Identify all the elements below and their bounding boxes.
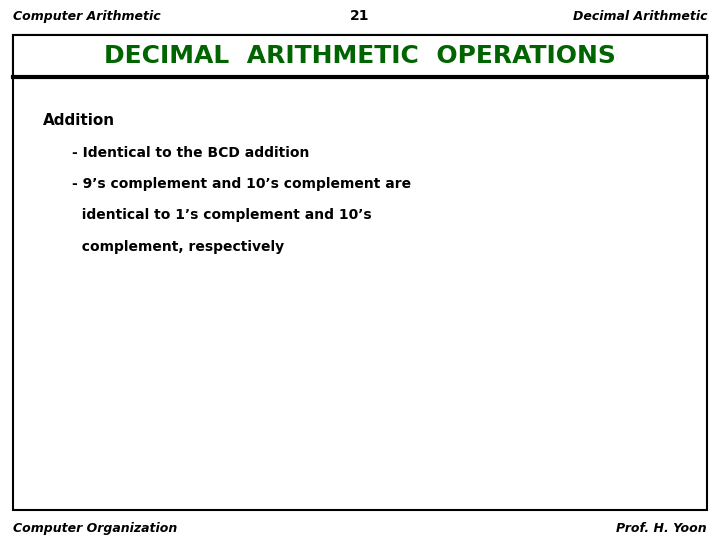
Text: complement, respectively: complement, respectively xyxy=(72,240,284,254)
Text: Prof. H. Yoon: Prof. H. Yoon xyxy=(616,522,707,535)
Text: Computer Arithmetic: Computer Arithmetic xyxy=(13,10,161,23)
Text: 21: 21 xyxy=(350,9,370,23)
Bar xyxy=(13,35,707,510)
Text: Decimal Arithmetic: Decimal Arithmetic xyxy=(572,10,707,23)
Text: Addition: Addition xyxy=(43,113,115,129)
Text: identical to 1’s complement and 10’s: identical to 1’s complement and 10’s xyxy=(72,208,372,222)
Text: - 9’s complement and 10’s complement are: - 9’s complement and 10’s complement are xyxy=(72,177,411,191)
Bar xyxy=(13,35,707,77)
Text: Computer Organization: Computer Organization xyxy=(13,522,177,535)
Text: DECIMAL  ARITHMETIC  OPERATIONS: DECIMAL ARITHMETIC OPERATIONS xyxy=(104,44,616,68)
Text: - Identical to the BCD addition: - Identical to the BCD addition xyxy=(72,146,310,160)
